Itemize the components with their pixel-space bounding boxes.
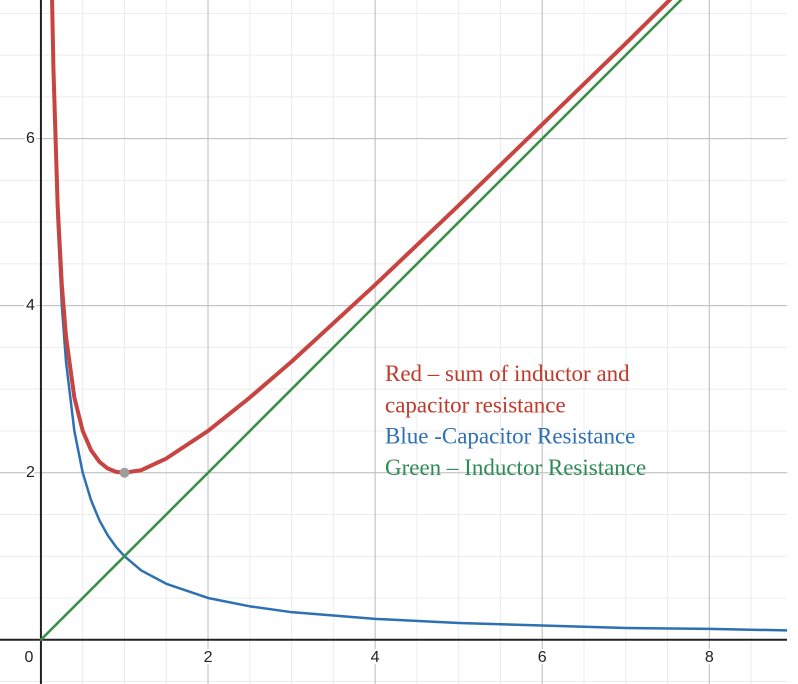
annotation: Red – sum of inductor and <box>385 361 630 386</box>
y-tick-label: 2 <box>26 464 35 481</box>
series-line <box>39 0 683 641</box>
x-tick-label: 2 <box>204 649 213 666</box>
x-tick-label: 0 <box>24 649 33 666</box>
x-tick-label: 6 <box>538 649 547 666</box>
y-tick-label: 4 <box>26 297 35 314</box>
annotation: capacitor resistance <box>385 392 566 417</box>
plot <box>39 0 787 641</box>
series-line <box>50 0 787 632</box>
annotation: Blue -Capacitor Resistance <box>385 424 635 449</box>
highlight-point <box>119 467 130 478</box>
x-tick-label: 4 <box>371 649 380 666</box>
y-tick-label: 6 <box>26 130 35 147</box>
annotation: Green – Inductor Resistance <box>385 455 646 480</box>
x-tick-label: 8 <box>705 649 714 666</box>
